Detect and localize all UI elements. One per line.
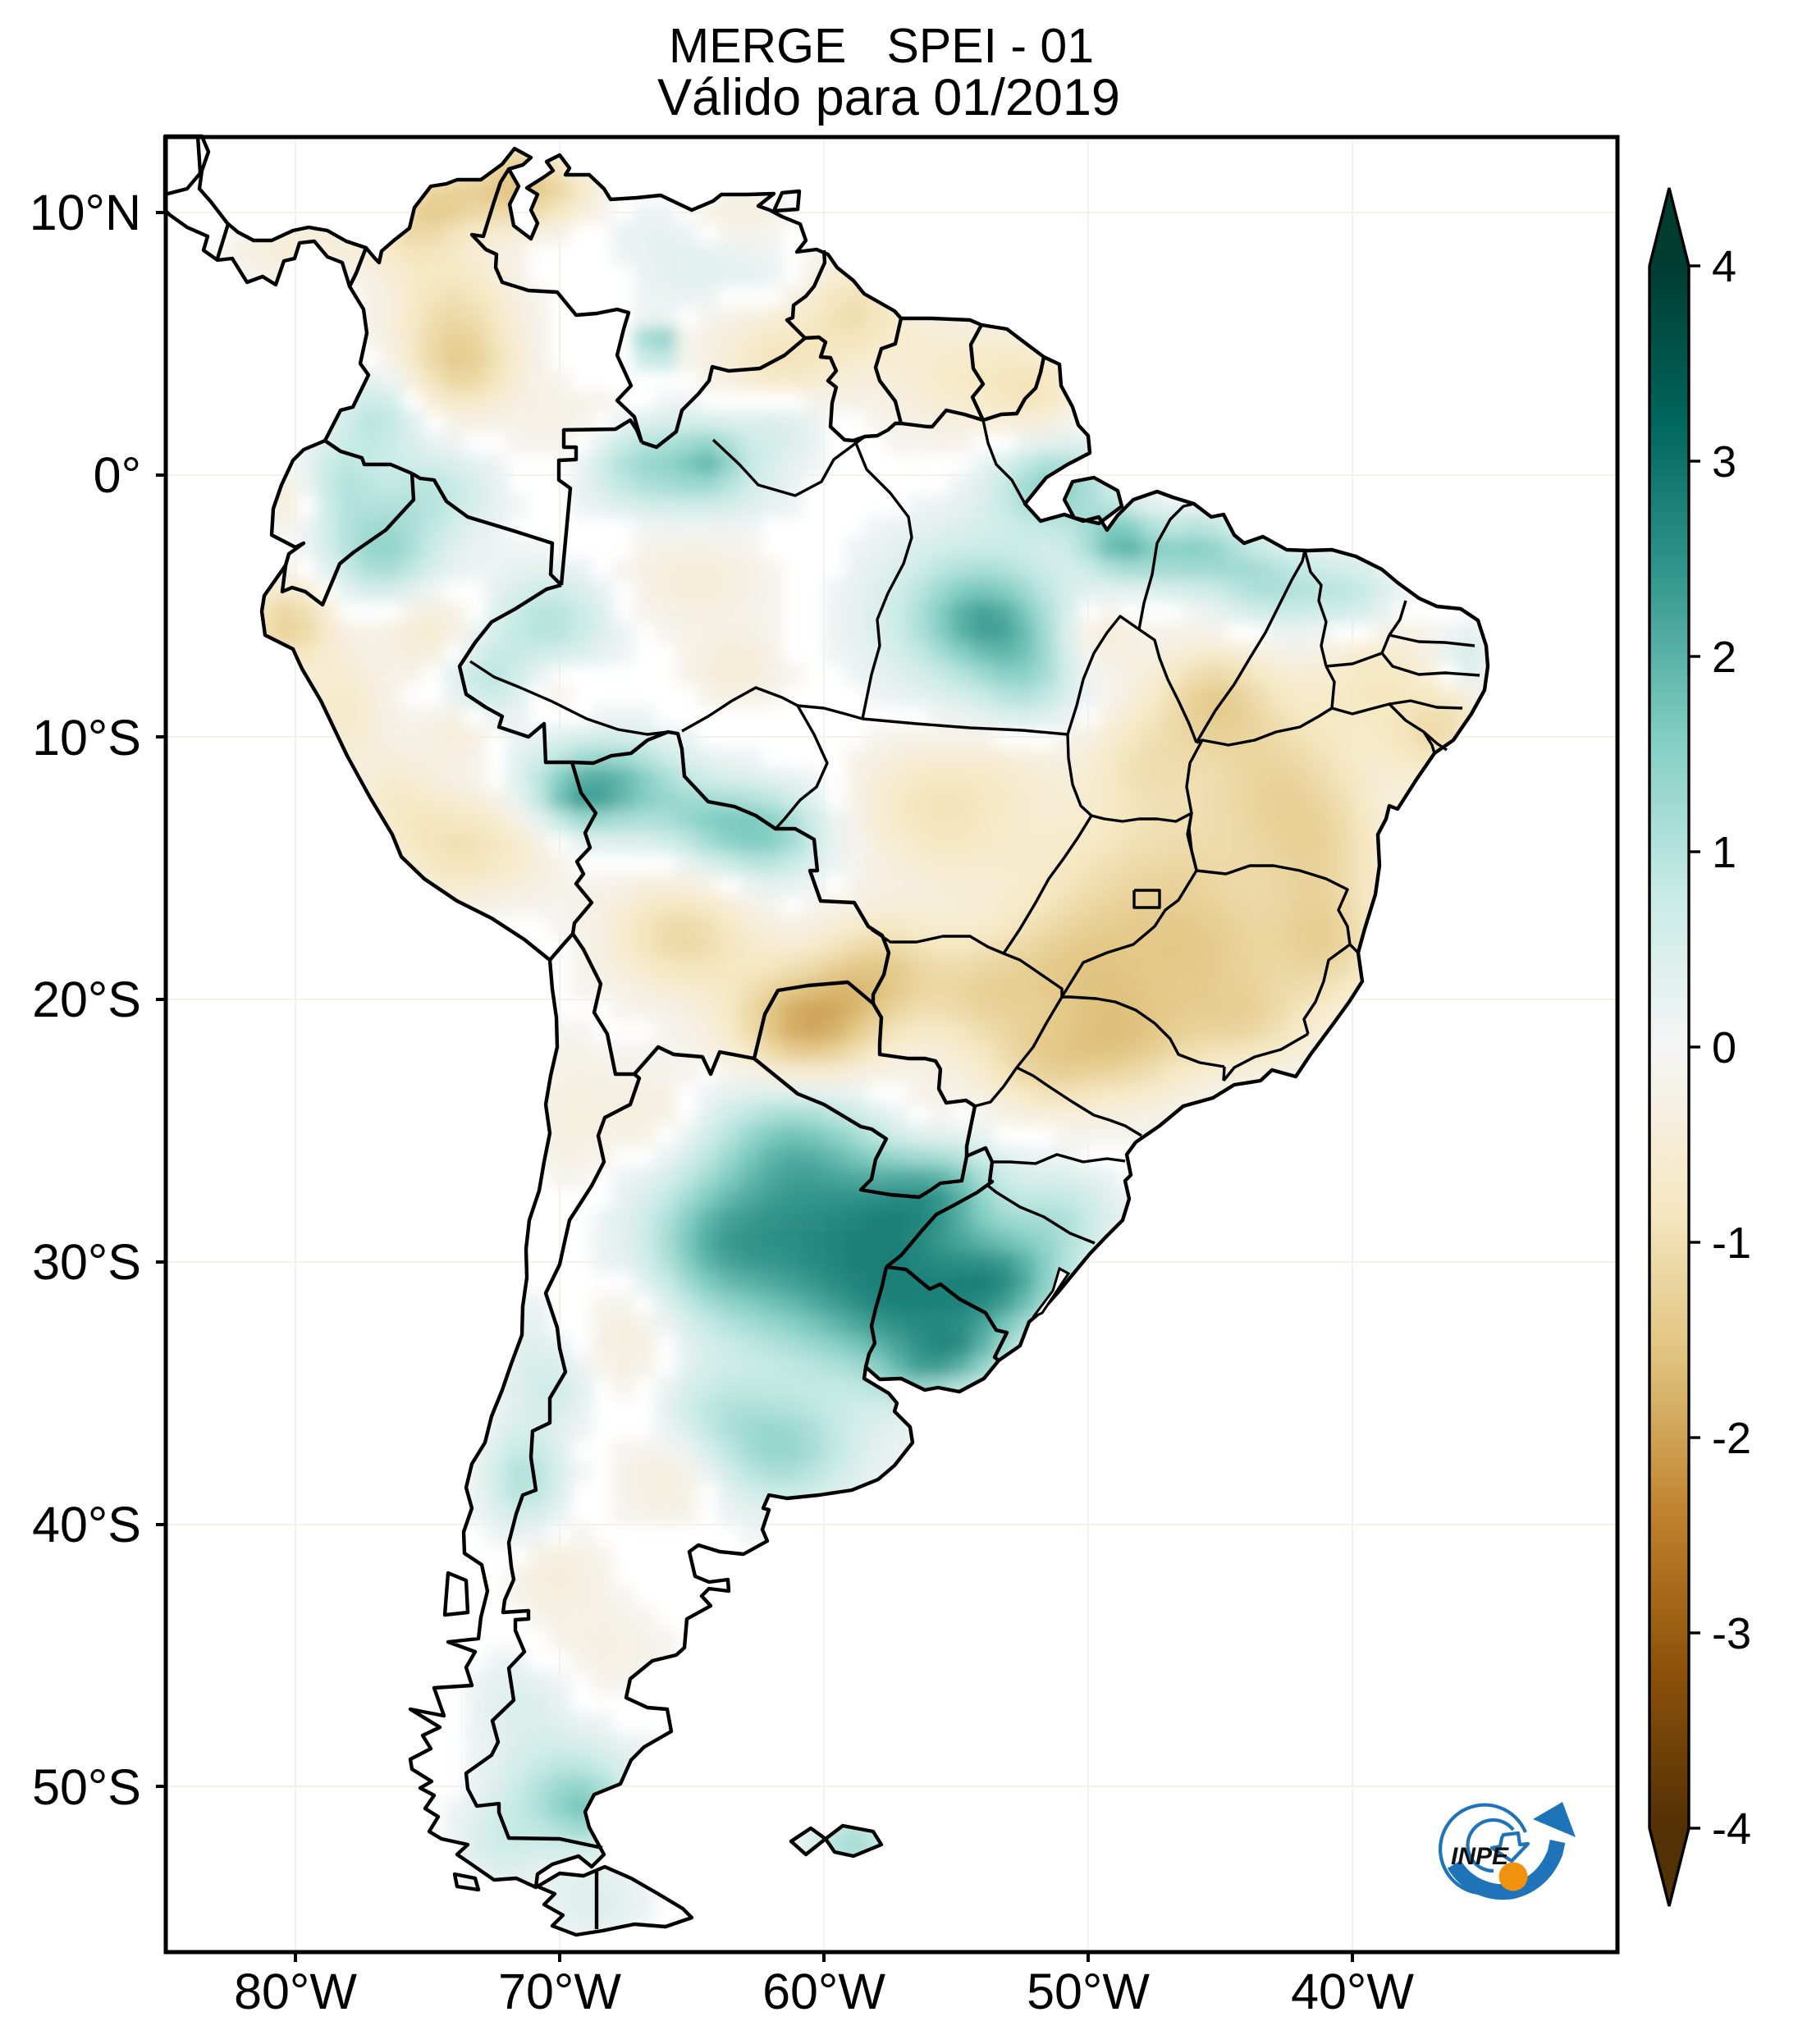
svg-text:10°N: 10°N: [30, 185, 141, 240]
svg-text:3: 3: [1712, 437, 1736, 487]
svg-text:INPE: INPE: [1451, 1843, 1509, 1870]
svg-text:Válido para 01/2019: Válido para 01/2019: [657, 69, 1120, 126]
svg-text:MERGE SPEI - 01: MERGE SPEI - 01: [669, 19, 1094, 73]
svg-text:-2: -2: [1712, 1414, 1751, 1463]
svg-text:60°W: 60°W: [762, 1964, 885, 2019]
svg-text:-4: -4: [1712, 1804, 1751, 1854]
svg-text:50°W: 50°W: [1027, 1964, 1150, 2019]
svg-text:50°S: 50°S: [32, 1759, 141, 1815]
svg-text:40°W: 40°W: [1291, 1964, 1414, 2019]
svg-text:-1: -1: [1712, 1219, 1751, 1268]
svg-text:40°S: 40°S: [32, 1497, 141, 1552]
svg-text:1: 1: [1712, 828, 1736, 877]
svg-text:10°S: 10°S: [32, 710, 141, 766]
svg-text:0: 0: [1712, 1023, 1736, 1072]
svg-text:-3: -3: [1712, 1609, 1751, 1658]
svg-text:0°: 0°: [94, 447, 141, 503]
svg-text:80°W: 80°W: [234, 1964, 357, 2019]
svg-text:20°S: 20°S: [32, 972, 141, 1027]
svg-text:4: 4: [1712, 242, 1736, 291]
svg-text:70°W: 70°W: [498, 1964, 621, 2019]
svg-text:30°S: 30°S: [32, 1234, 141, 1290]
svg-text:2: 2: [1712, 633, 1736, 682]
